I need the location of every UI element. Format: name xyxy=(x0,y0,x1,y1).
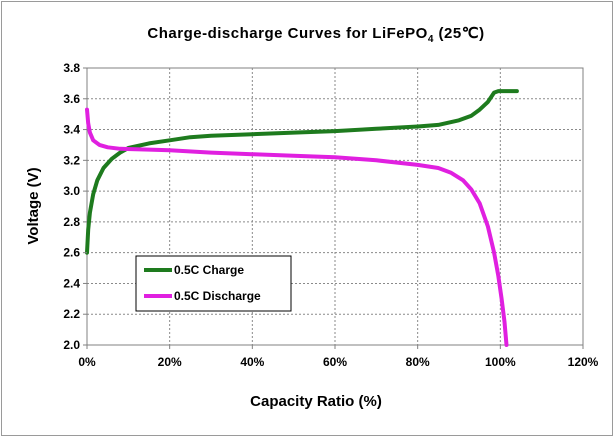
legend-box xyxy=(135,255,292,312)
legend-label: 0.5C Discharge xyxy=(174,289,261,303)
y-axis-label: Voltage (V) xyxy=(25,167,42,244)
y-tick-label: 3.0 xyxy=(63,184,80,198)
x-tick-label: 40% xyxy=(240,355,264,369)
x-tick-label: 120% xyxy=(568,355,599,369)
y-tick-label: 3.2 xyxy=(63,153,80,167)
y-tick-label: 3.8 xyxy=(63,61,80,75)
legend: 0.5C Charge 0.5C Discharge xyxy=(135,255,292,312)
chart-title: Charge-discharge Curves for LiFePO4 (25℃… xyxy=(147,25,484,45)
x-tick-label: 100% xyxy=(485,355,516,369)
x-tick-label: 20% xyxy=(158,355,182,369)
y-tick-label: 2.0 xyxy=(63,338,80,352)
x-tick-label: 60% xyxy=(323,355,347,369)
y-tick-labels: 2.0 2.2 2.4 2.6 2.8 3.0 3.2 3.4 3.6 3.8 xyxy=(63,61,87,352)
legend-label: 0.5C Charge xyxy=(174,263,244,277)
y-tick-label: 2.6 xyxy=(63,246,80,260)
chart-title-main: Charge-discharge Curves for LiFePO xyxy=(147,25,427,42)
y-tick-label: 2.4 xyxy=(63,276,80,290)
y-tick-label: 3.6 xyxy=(63,92,80,106)
chart-title-suffix: (25℃) xyxy=(434,25,485,42)
x-tick-label: 80% xyxy=(406,355,430,369)
y-tick-label: 2.2 xyxy=(63,307,80,321)
y-tick-label: 3.4 xyxy=(63,123,80,137)
series-lines xyxy=(85,89,519,347)
x-tick-labels: 0% 20% 40% 60% 80% 100% 120% xyxy=(78,345,599,369)
x-tick-label: 0% xyxy=(78,355,96,369)
series-line-discharge xyxy=(85,107,509,347)
series-line-charge xyxy=(85,89,519,255)
x-axis-label: Capacity Ratio (%) xyxy=(250,393,382,410)
chart-title-subscript: 4 xyxy=(428,34,434,45)
y-tick-label: 2.8 xyxy=(63,215,80,229)
